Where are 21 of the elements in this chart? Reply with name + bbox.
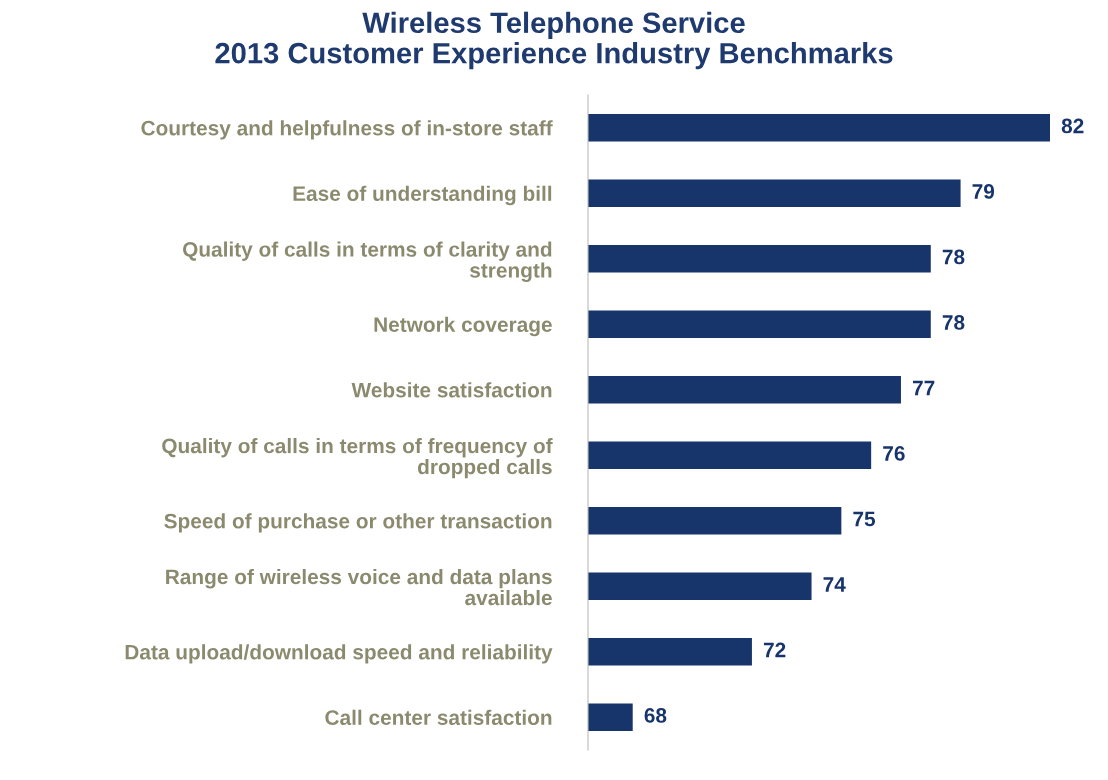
y-tick-label: Quality of calls in terms of clarity and strength: [182, 241, 552, 282]
y-tick-label: Courtesy and helpfulness of in-store staff: [141, 120, 553, 140]
y-tick-label: Ease of understanding bill: [293, 185, 552, 206]
data-label: 72: [763, 642, 786, 658]
y-tick-label: Data upload/download speed and reliability: [125, 644, 553, 664]
data-label: 68: [644, 708, 667, 723]
data-label: 74: [823, 577, 846, 592]
y-tick-label: Speed of purchase or other transaction: [164, 513, 552, 533]
data-label: 79: [972, 184, 995, 199]
data-label: 78: [942, 249, 965, 265]
data-label: 75: [853, 511, 876, 527]
data-label: 82: [1061, 118, 1084, 134]
data-label: 78: [942, 315, 965, 330]
data-label: 76: [883, 446, 905, 461]
y-tick-label: Network coverage: [374, 316, 552, 337]
y-tick-label: Quality of calls in terms of frequency of dropped calls: [162, 437, 553, 479]
data-label: 77: [912, 380, 935, 396]
chart-title: Wireless Telephone Service 2013 Customer Experience Industry Benchmarks: [215, 11, 893, 70]
y-tick-label: Website satisfaction: [351, 382, 552, 398]
y-tick-label: Range of wireless voice and data plans available: [166, 568, 552, 606]
y-tick-label: Call center satisfaction: [325, 709, 552, 725]
